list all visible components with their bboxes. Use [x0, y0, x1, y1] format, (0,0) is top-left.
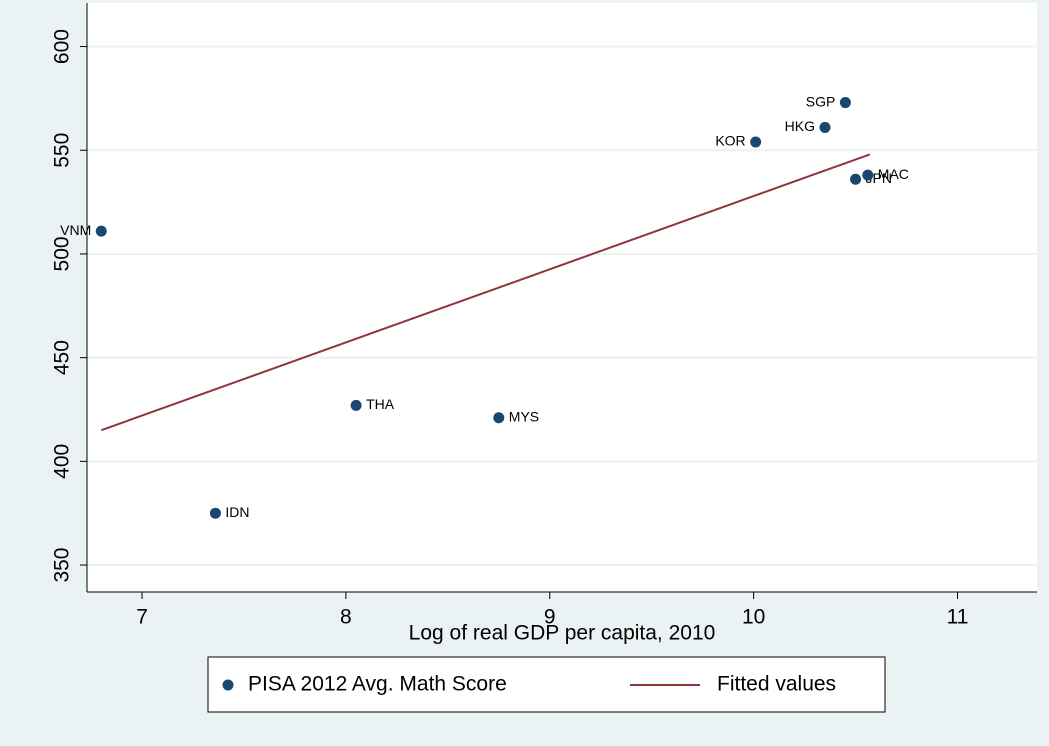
x-tick-label: 9 — [544, 606, 556, 629]
x-axis-title: Log of real GDP per capita, 2010 — [409, 622, 716, 645]
point — [750, 136, 762, 148]
legend-box — [207, 656, 886, 713]
y-tick-label: 600 — [51, 29, 74, 64]
y-tick-label: 450 — [51, 340, 74, 375]
x-tick-label: 8 — [340, 606, 352, 629]
plot-area — [87, 3, 1037, 592]
point-label: HKG — [785, 118, 815, 134]
point-label: MAC — [878, 166, 909, 182]
point-label: VNM — [60, 222, 91, 238]
fitted-line — [100, 153, 871, 432]
point-label: IDN — [225, 504, 249, 520]
point — [209, 507, 221, 519]
legend-marker — [222, 679, 234, 691]
point — [493, 412, 505, 424]
point-label: KOR — [715, 133, 745, 149]
point — [862, 169, 874, 181]
point — [819, 121, 831, 133]
x-tick-label: 11 — [947, 606, 969, 629]
legend-label: Fitted values — [717, 673, 836, 696]
legend-label: PISA 2012 Avg. Math Score — [248, 673, 507, 696]
point — [350, 399, 362, 411]
point-label: THA — [366, 396, 395, 412]
point — [95, 225, 107, 237]
x-tick-label: 7 — [136, 606, 148, 629]
point-label: MYS — [509, 408, 539, 424]
y-tick-label: 350 — [51, 548, 74, 583]
y-tick-label: 550 — [51, 133, 74, 168]
point — [850, 173, 862, 185]
point-label: SGP — [806, 93, 836, 109]
point — [839, 97, 851, 109]
x-tick-label: 10 — [742, 606, 765, 629]
y-tick-label: 500 — [51, 236, 74, 271]
y-tick-label: 400 — [51, 444, 74, 479]
